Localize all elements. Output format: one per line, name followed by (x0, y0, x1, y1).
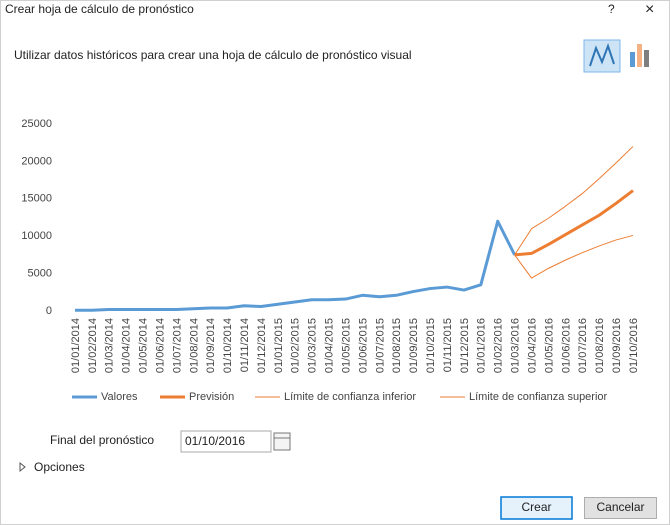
x-tick-label: 01/11/2014 (239, 318, 251, 372)
y-tick-label: 10000 (21, 230, 52, 242)
x-tick-label: 01/12/2015 (459, 318, 471, 373)
x-tick-label: 01/06/2016 (560, 318, 572, 373)
x-tick-label: 01/11/2015 (442, 318, 454, 372)
create-button-label[interactable]: Crear (521, 500, 551, 514)
end-label: Final del pronóstico (50, 433, 154, 447)
help-button[interactable]: ? (608, 2, 615, 16)
x-tick-label: 01/10/2016 (628, 318, 640, 373)
x-tick-label: 01/02/2015 (290, 318, 302, 373)
chart: 0 5000 10000 15000 20000 25000 01/01/2014 01/02… (21, 118, 640, 373)
expand-arrow[interactable] (19, 461, 26, 473)
x-tick-label: 01/03/2016 (510, 318, 522, 373)
icon-bar (630, 52, 635, 67)
legend-label: Límite de confianza inferior (284, 391, 416, 403)
series-line (514, 234, 634, 279)
icon-bar (637, 44, 642, 67)
x-tick-label: 01/08/2016 (594, 318, 606, 373)
cancel-button-label[interactable]: Cancelar (596, 500, 644, 514)
x-tick-label: 01/08/2014 (188, 318, 200, 373)
legend: Valores Previsión Límite de confianza infe… (72, 391, 608, 403)
x-tick-label: 01/06/2015 (357, 318, 369, 373)
x-tick-label: 01/04/2016 (526, 318, 538, 373)
x-tick-label: 01/09/2014 (205, 318, 217, 373)
y-tick-label: 15000 (21, 193, 52, 205)
calendar-icon (273, 432, 291, 451)
y-tick-label: 5000 (28, 268, 52, 280)
series-line (514, 146, 634, 256)
x-tick-label: 01/05/2015 (340, 318, 352, 373)
x-tick-label: 01/06/2014 (154, 318, 166, 373)
x-tick-label: 01/05/2014 (138, 318, 150, 373)
x-tick-label: 01/01/2015 (273, 318, 285, 373)
y-tick-label: 25000 (21, 118, 52, 130)
x-tick-label: 01/03/2015 (307, 318, 319, 373)
x-tick-label: 01/07/2015 (374, 318, 386, 373)
x-tick-label: 01/01/2014 (70, 318, 82, 373)
legend-label: Valores (101, 391, 138, 403)
cancel-button[interactable] (584, 497, 657, 519)
x-tick-label: 01/02/2016 (493, 318, 505, 373)
x-tick-label: 01/04/2015 (324, 318, 336, 373)
column-chart-icon[interactable] (630, 44, 649, 67)
y-tick-label: 20000 (21, 155, 52, 167)
icon-bar (644, 50, 649, 67)
y-tick-label: 0 (46, 305, 52, 317)
x-tick-label: 01/01/2016 (476, 318, 488, 373)
x-tick-label: 01/02/2014 (87, 318, 99, 373)
x-tick-label: 01/08/2015 (391, 318, 403, 373)
legend-label: Previsión (189, 391, 234, 403)
x-tick-label: 01/07/2014 (171, 318, 183, 373)
calendar-button[interactable] (273, 432, 291, 451)
icon-line (589, 43, 615, 67)
x-tick-label: 01/04/2014 (121, 318, 133, 373)
date-value[interactable]: 01/10/2016 (185, 434, 245, 448)
dialog-title: Crear hoja de cálculo de pronóstico (5, 2, 194, 16)
line-chart-icon[interactable] (583, 39, 621, 73)
create-button[interactable] (500, 496, 573, 520)
x-tick-label: 01/05/2016 (543, 318, 555, 373)
legend-label: Límite de confianza superior (469, 391, 608, 403)
icon-frame (583, 39, 621, 73)
x-tick-label: 01/10/2015 (425, 318, 437, 373)
x-tick-label: 01/12/2014 (256, 318, 268, 373)
x-tick-label: 01/10/2014 (222, 318, 234, 373)
series-line (75, 219, 516, 312)
options-toggle[interactable]: Opciones (34, 460, 85, 474)
close-button[interactable]: × (645, 1, 654, 18)
x-tick-label: 01/07/2016 (577, 318, 589, 373)
subtitle: Utilizar datos históricos para crear una… (14, 48, 412, 62)
date-input[interactable] (180, 430, 272, 453)
x-tick-label: 01/03/2014 (104, 318, 116, 373)
series-line (514, 189, 634, 257)
x-tick-label: 01/09/2016 (611, 318, 623, 373)
x-tick-label: 01/09/2015 (408, 318, 420, 373)
